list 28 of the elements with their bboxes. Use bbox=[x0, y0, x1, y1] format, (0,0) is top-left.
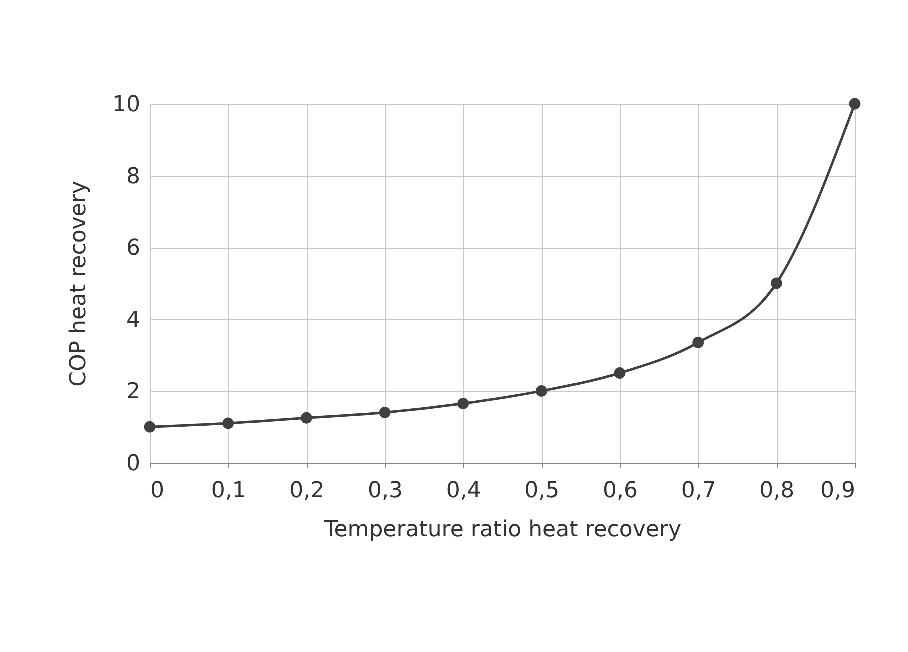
y-tick-label: 0 bbox=[126, 452, 140, 476]
x-axis-title: Temperature ratio heat recovery bbox=[324, 518, 682, 542]
x-tick-label: 0,8 bbox=[760, 478, 795, 504]
point bbox=[300, 412, 312, 424]
y-tick-label: 10 bbox=[112, 92, 140, 118]
point bbox=[458, 398, 470, 410]
y-tick-label: 6 bbox=[126, 236, 140, 262]
y-axis-title: COP heat recovery bbox=[66, 181, 92, 387]
point bbox=[692, 337, 704, 348]
point bbox=[222, 418, 234, 430]
x-tick-label: 0,5 bbox=[524, 478, 560, 504]
x-tick-label: 0,4 bbox=[446, 478, 482, 504]
x-tick-label: 0,9 bbox=[820, 478, 856, 504]
point bbox=[144, 421, 156, 433]
y-tick-label: 8 bbox=[126, 164, 140, 190]
y-tick-label: 2 bbox=[126, 380, 140, 405]
x-tick-label: 0,7 bbox=[681, 478, 716, 504]
x-tick-label: 0,1 bbox=[211, 478, 246, 504]
x-tick-label: 0,3 bbox=[368, 478, 403, 504]
point bbox=[770, 278, 782, 290]
point bbox=[849, 98, 861, 110]
point bbox=[536, 386, 548, 397]
x-tick-label: 0,2 bbox=[290, 478, 325, 504]
x-tick-label: 0,6 bbox=[603, 478, 638, 504]
y-tick-label: 4 bbox=[126, 308, 140, 333]
point bbox=[379, 407, 391, 418]
point bbox=[614, 368, 626, 379]
x-tick-label: 0 bbox=[150, 478, 164, 504]
